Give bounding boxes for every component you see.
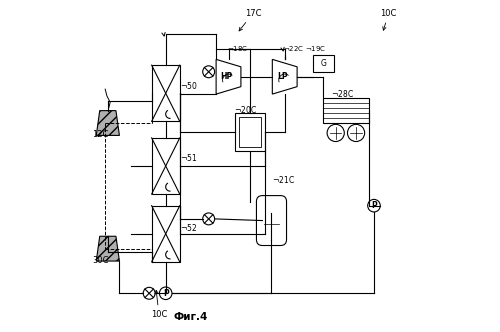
- Text: $\neg$51: $\neg$51: [180, 152, 197, 163]
- Polygon shape: [96, 111, 120, 135]
- Bar: [239, 117, 261, 147]
- Text: G: G: [320, 59, 326, 68]
- Text: $\neg$50: $\neg$50: [180, 79, 197, 91]
- Text: 12C: 12C: [92, 130, 108, 139]
- Text: $\neg$19C: $\neg$19C: [304, 44, 326, 53]
- Text: P: P: [371, 201, 377, 210]
- Polygon shape: [96, 236, 120, 261]
- Bar: [152, 138, 180, 194]
- Bar: [152, 65, 180, 122]
- Text: P: P: [163, 289, 168, 298]
- Text: $\neg$18C: $\neg$18C: [227, 44, 248, 53]
- Polygon shape: [272, 59, 297, 94]
- Text: 10C: 10C: [380, 9, 397, 30]
- Text: 30C: 30C: [92, 256, 108, 265]
- Bar: [313, 55, 334, 72]
- Text: $\neg$20C: $\neg$20C: [234, 104, 257, 115]
- Text: HP: HP: [220, 72, 233, 81]
- Circle shape: [368, 200, 380, 212]
- Text: $\neg$52: $\neg$52: [180, 222, 197, 233]
- Text: $\neg$28C: $\neg$28C: [331, 88, 354, 99]
- Circle shape: [202, 66, 214, 78]
- FancyBboxPatch shape: [256, 196, 286, 245]
- Circle shape: [143, 287, 155, 299]
- Circle shape: [202, 213, 214, 225]
- Text: 10С: 10С: [151, 290, 167, 319]
- Text: $\neg$21C: $\neg$21C: [272, 174, 295, 185]
- Bar: [322, 98, 369, 123]
- Text: Фиг.4: Фиг.4: [174, 312, 208, 322]
- Text: 17C: 17C: [239, 9, 262, 31]
- Circle shape: [160, 287, 172, 299]
- Text: LP: LP: [278, 72, 288, 81]
- Bar: [235, 113, 265, 151]
- Text: $\neg$22C: $\neg$22C: [283, 44, 304, 53]
- Polygon shape: [216, 59, 241, 94]
- Bar: [152, 206, 180, 262]
